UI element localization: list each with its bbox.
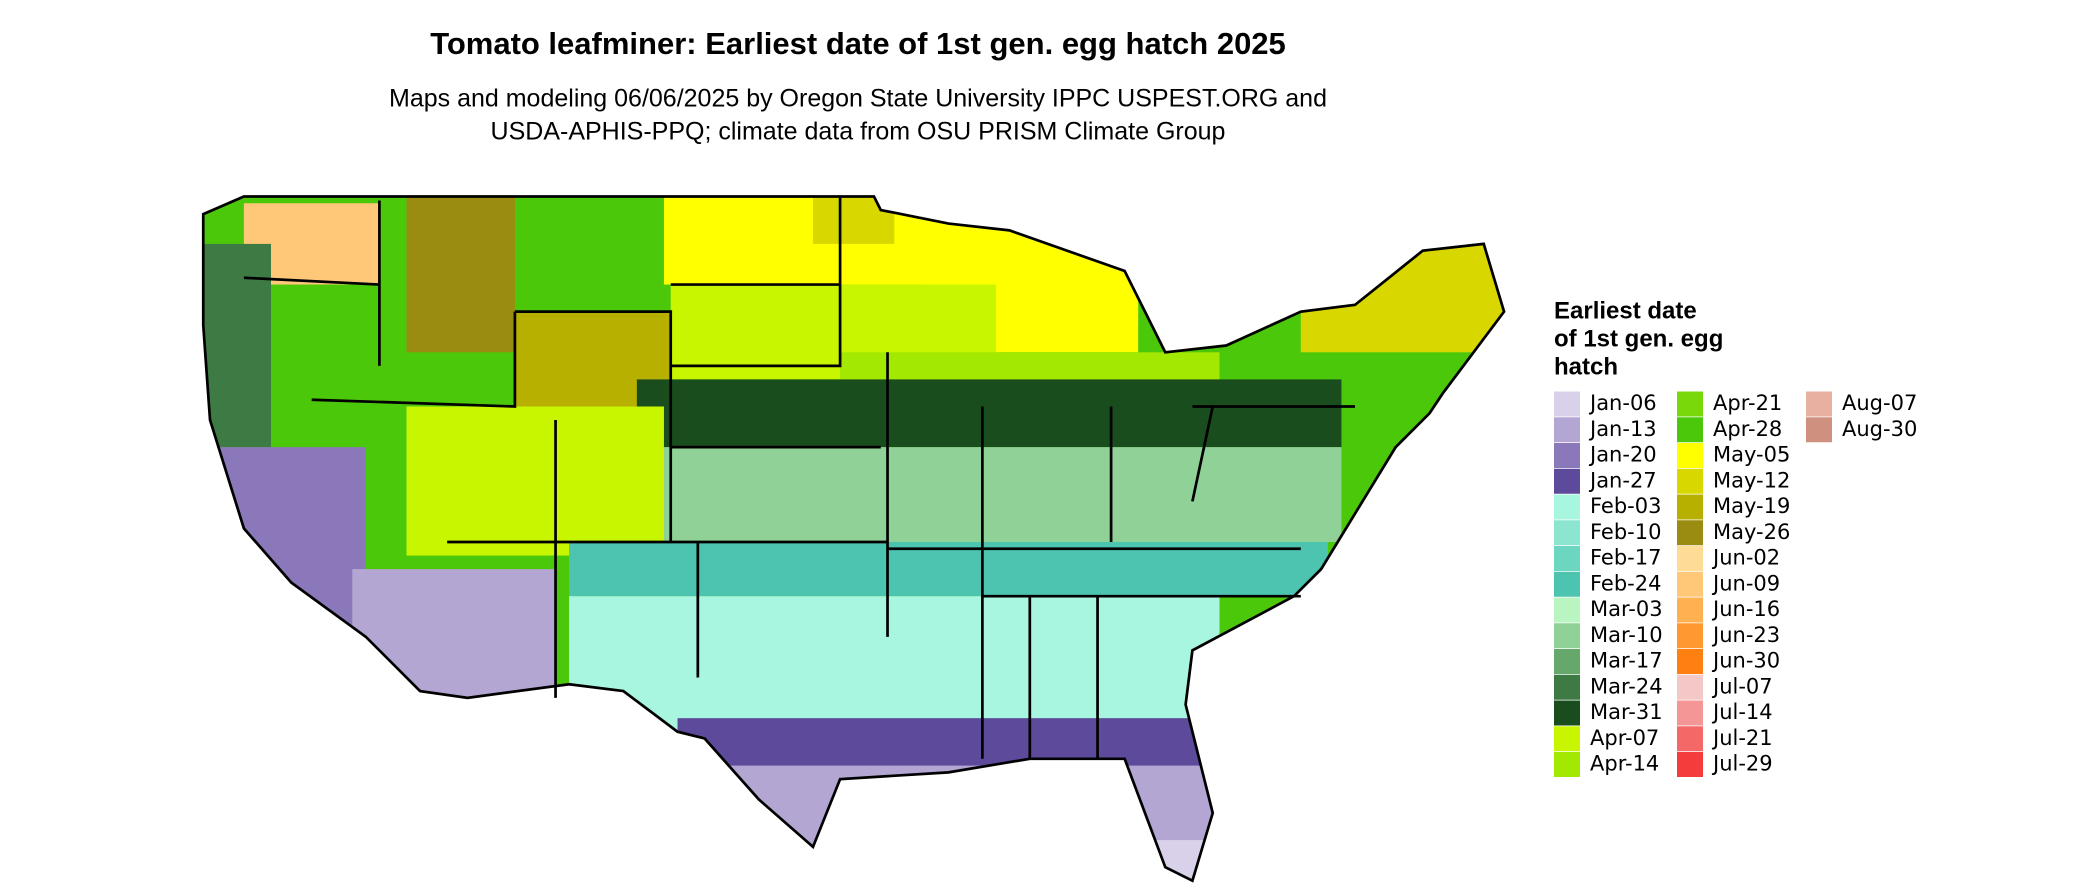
- map-subtitle: Maps and modeling 06/06/2025 by Oregon S…: [389, 85, 1327, 113]
- legend-swatch: [1677, 700, 1703, 726]
- legend-swatch: [1677, 468, 1703, 494]
- map-zone: [636, 379, 1342, 448]
- legend-label: Apr-14: [1590, 752, 1659, 776]
- legend-swatch: [1677, 726, 1703, 752]
- map-zone: [636, 447, 1342, 542]
- map-zone: [203, 243, 271, 448]
- legend-title: Earliest date: [1554, 297, 1697, 324]
- legend-swatch: [1554, 391, 1580, 417]
- legend-label: Apr-21: [1713, 391, 1782, 415]
- legend-swatch: [1554, 700, 1580, 726]
- legend-swatch: [1677, 417, 1703, 443]
- legend-swatch: [1677, 391, 1703, 417]
- legend-label: Mar-03: [1590, 597, 1663, 621]
- legend-label: Jun-23: [1711, 623, 1780, 647]
- legend-label: May-12: [1713, 468, 1790, 492]
- legend-label: May-26: [1713, 520, 1790, 544]
- legend-title: hatch: [1554, 353, 1618, 380]
- legend-label: Jun-02: [1711, 546, 1780, 570]
- legend-label: Jul-14: [1711, 700, 1773, 724]
- legend-label: Feb-17: [1590, 546, 1661, 570]
- map-zone: [677, 718, 1220, 773]
- legend-swatch: [1554, 546, 1580, 571]
- legend-label: May-19: [1713, 494, 1790, 518]
- legend-swatch: [1677, 623, 1703, 649]
- legend-swatch: [1677, 443, 1703, 468]
- legend-label: Feb-10: [1590, 520, 1661, 544]
- legend-label: Mar-24: [1590, 674, 1663, 698]
- legend-swatch: [1554, 494, 1580, 520]
- legend-swatch: [1677, 520, 1703, 546]
- legend-swatch: [1806, 417, 1832, 443]
- map-zone: [569, 542, 1328, 597]
- legend-swatch: [1554, 649, 1580, 674]
- legend-swatch: [1677, 494, 1703, 520]
- map-subtitle: USDA-APHIS-PPQ; climate data from OSU PR…: [491, 118, 1226, 146]
- legend-label: Aug-07: [1842, 391, 1917, 415]
- legend-swatch: [1554, 752, 1580, 777]
- map-zone: [569, 596, 1220, 732]
- legend-swatch: [1554, 726, 1580, 752]
- legend-label: May-05: [1713, 443, 1790, 467]
- legend-swatch: [1554, 417, 1580, 443]
- legend-label: Mar-17: [1590, 649, 1663, 673]
- map-zone: [406, 196, 515, 353]
- legend-swatch: [1677, 674, 1703, 700]
- legend-label: Jan-13: [1588, 417, 1657, 441]
- legend-label: Jun-30: [1711, 649, 1780, 673]
- legend-swatch: [1677, 546, 1703, 571]
- legend-swatch: [1554, 443, 1580, 468]
- map-zone: [406, 406, 664, 556]
- legend-swatch: [1554, 674, 1580, 700]
- legend-label: Mar-31: [1590, 700, 1663, 724]
- legend-swatch: [1677, 597, 1703, 623]
- legend-label: Jan-20: [1588, 443, 1657, 467]
- legend-label: Jul-29: [1711, 752, 1773, 776]
- legend-label: Jun-09: [1711, 571, 1780, 595]
- legend-swatch: [1677, 571, 1703, 597]
- legend-swatch: [1806, 391, 1832, 417]
- legend-swatch: [1554, 623, 1580, 649]
- legend-label: Apr-07: [1590, 726, 1659, 750]
- legend-label: Feb-24: [1590, 571, 1661, 595]
- legend-label: Jul-07: [1711, 674, 1773, 698]
- legend-label: Jan-27: [1588, 468, 1657, 492]
- legend-swatch: [1554, 520, 1580, 546]
- map-title: Tomato leafminer: Earliest date of 1st g…: [430, 26, 1286, 61]
- legend-label: Apr-28: [1713, 417, 1782, 441]
- legend-swatch: [1554, 571, 1580, 597]
- us-map: [201, 195, 1506, 883]
- legend-label: Aug-30: [1842, 417, 1917, 441]
- legend-label: Jul-21: [1711, 726, 1773, 750]
- map-zone: [352, 569, 556, 705]
- legend-swatch: [1554, 468, 1580, 494]
- legend-swatch: [1554, 597, 1580, 623]
- legend-label: Feb-03: [1590, 494, 1661, 518]
- legend-label: Mar-10: [1590, 623, 1663, 647]
- legend-label: Jun-16: [1711, 597, 1780, 621]
- legend-title: of 1st gen. egg: [1554, 325, 1723, 352]
- legend-label: Jan-06: [1588, 391, 1657, 415]
- legend-swatch: [1677, 752, 1703, 777]
- legend-swatch: [1677, 649, 1703, 674]
